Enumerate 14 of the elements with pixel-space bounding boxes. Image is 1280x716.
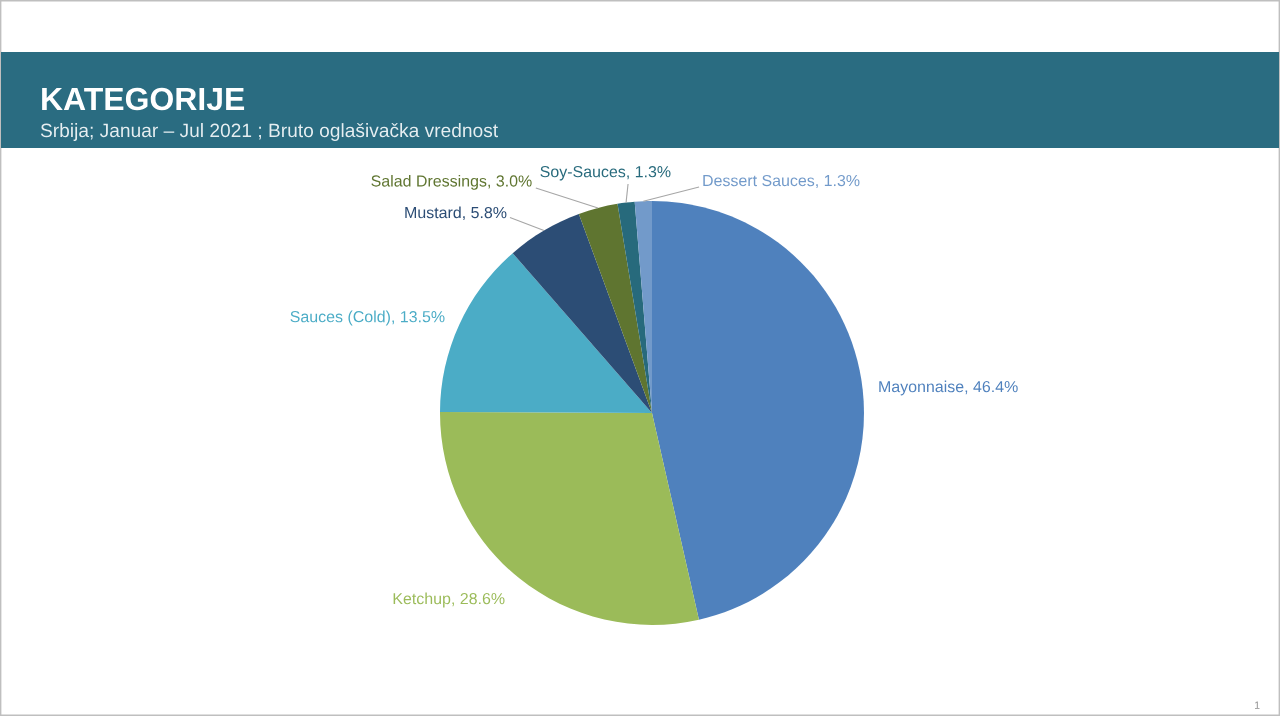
- slice-label: Salad Dressings, 3.0%: [371, 174, 532, 190]
- slice-label: Soy-Sauces, 1.3%: [540, 165, 671, 181]
- pie-slice: [512, 214, 652, 413]
- pie-slice: [617, 201, 652, 413]
- slice-label: Mayonnaise, 46.4%: [879, 380, 1018, 396]
- slice-label: Sauces (Cold), 13.5%: [290, 310, 445, 326]
- pie-slice: [578, 203, 652, 413]
- chart-title: KATEGORIJE: [42, 87, 245, 111]
- chart-subtitle: Srbija; Januar – Jul 2021 ; Bruto oglašivačka vrednost: [40, 123, 498, 141]
- text: 1: [1255, 701, 1260, 709]
- slice-label: Mustard, 5.8%: [405, 206, 507, 221]
- pie-slice: [652, 201, 864, 620]
- slice-label: Dessert Sauces, 1.3%: [703, 174, 860, 189]
- slice-label: Ketchup, 28.6%: [393, 592, 505, 608]
